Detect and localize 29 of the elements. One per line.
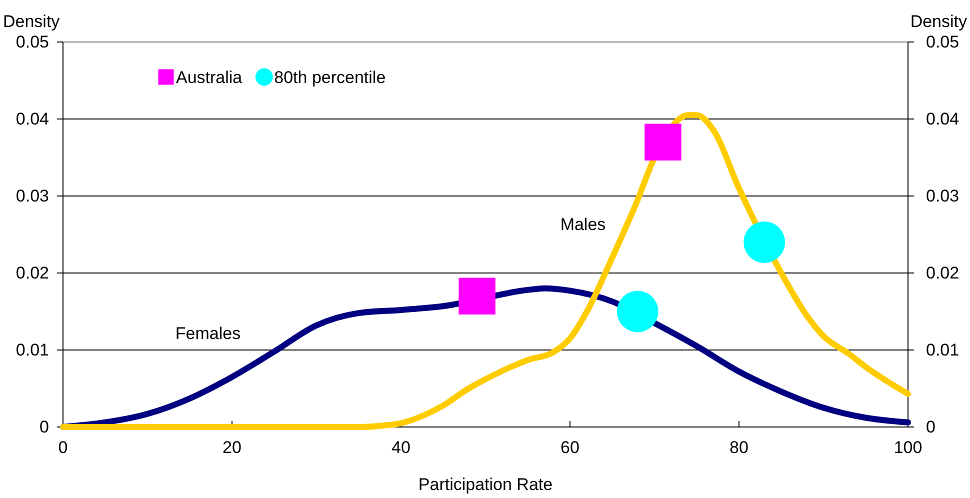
y2-tick-label: 0.01	[926, 340, 960, 360]
y2-tick-label: 0	[926, 417, 936, 436]
point	[616, 290, 658, 332]
y2-tick-label: 0.03	[926, 186, 960, 206]
legend-label: 80th percentile	[274, 68, 386, 87]
y2-tick-label: 0.04	[926, 109, 960, 128]
y2-tick-label: 0.05	[926, 32, 960, 52]
x-tick-label: 0	[58, 438, 68, 458]
y-tick-label: 0.01	[16, 340, 49, 360]
y-tick-label: 0.05	[16, 32, 49, 52]
y-tick-label: 0.04	[16, 109, 49, 128]
x-tick-label: 40	[392, 438, 410, 458]
legend-label: Australia	[176, 68, 243, 87]
x-tick-label: 60	[560, 438, 580, 458]
y-tick-label: 0.03	[16, 186, 49, 206]
x-axis-title: Participation Rate	[418, 475, 553, 494]
y-tick-label: 0	[40, 417, 49, 436]
point	[644, 124, 682, 160]
x-tick-label: 20	[222, 438, 242, 458]
y2-axis-title: Density	[910, 12, 968, 31]
annotation: Males	[560, 214, 606, 234]
y-axis-title: Density	[3, 12, 60, 31]
point	[744, 222, 786, 263]
x-tick-label: 80	[730, 438, 748, 458]
annotation: Females	[175, 324, 241, 343]
x-tick-label: 100	[894, 438, 922, 458]
y2-tick-label: 0.02	[926, 263, 960, 282]
point	[458, 278, 496, 314]
y-tick-label: 0.02	[16, 263, 49, 282]
